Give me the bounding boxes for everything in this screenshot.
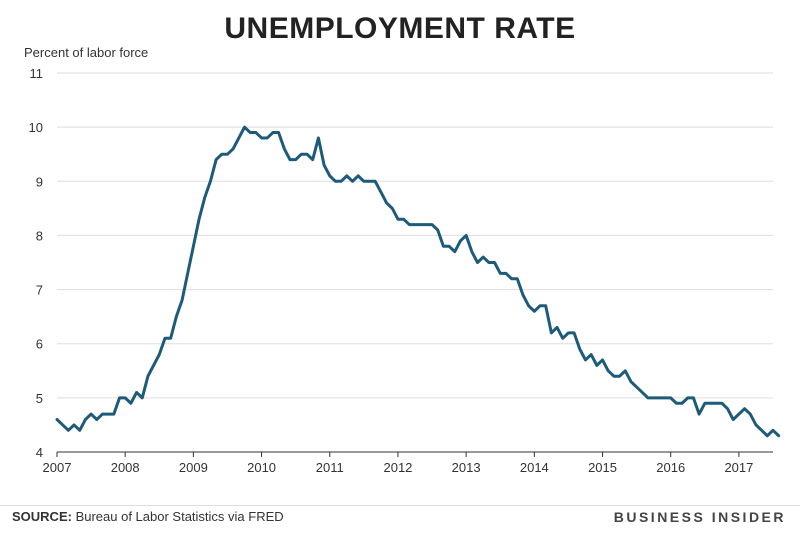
- unemployment-rate-line: [55, 125, 781, 438]
- x-tick-label: 2014: [520, 460, 549, 475]
- y-tick-label: 7: [36, 283, 43, 298]
- x-tick-label: 2010: [247, 460, 276, 475]
- y-tick-label: 11: [30, 66, 44, 81]
- y-tick-label: 8: [36, 228, 43, 243]
- source-label: SOURCE:: [12, 509, 72, 524]
- y-axis-label: Percent of labor force: [24, 45, 149, 60]
- y-tick-label: 9: [36, 174, 43, 189]
- chart-title: UNEMPLOYMENT RATE: [224, 12, 576, 45]
- x-tick-label: 2007: [43, 460, 72, 475]
- source-note: SOURCE: Bureau of Labor Statistics via F…: [12, 509, 284, 524]
- x-tick-label: 2016: [656, 460, 685, 475]
- x-tick-label: 2013: [452, 460, 481, 475]
- x-tick-label: 2012: [383, 460, 412, 475]
- x-tick-label: 2009: [179, 460, 208, 475]
- x-tick-label: 2008: [111, 460, 140, 475]
- x-tick-label: 2015: [588, 460, 617, 475]
- brand-logo: BUSINESS INSIDER: [613, 509, 786, 525]
- x-tick-label: 2011: [316, 460, 344, 475]
- y-tick-label: 6: [36, 337, 43, 352]
- line-chart: 4 5 6 7 8 9 10 11 2007 2008 2009 2010 2011 2012 2013 20…: [29, 66, 781, 475]
- y-tick-label: 4: [36, 445, 43, 460]
- y-tick-label: 5: [36, 391, 43, 406]
- y-tick-label: 10: [29, 120, 43, 135]
- x-tick-label: 2017: [724, 460, 753, 475]
- footer-divider: [0, 505, 800, 506]
- source-text: Bureau of Labor Statistics via FRED: [71, 509, 284, 524]
